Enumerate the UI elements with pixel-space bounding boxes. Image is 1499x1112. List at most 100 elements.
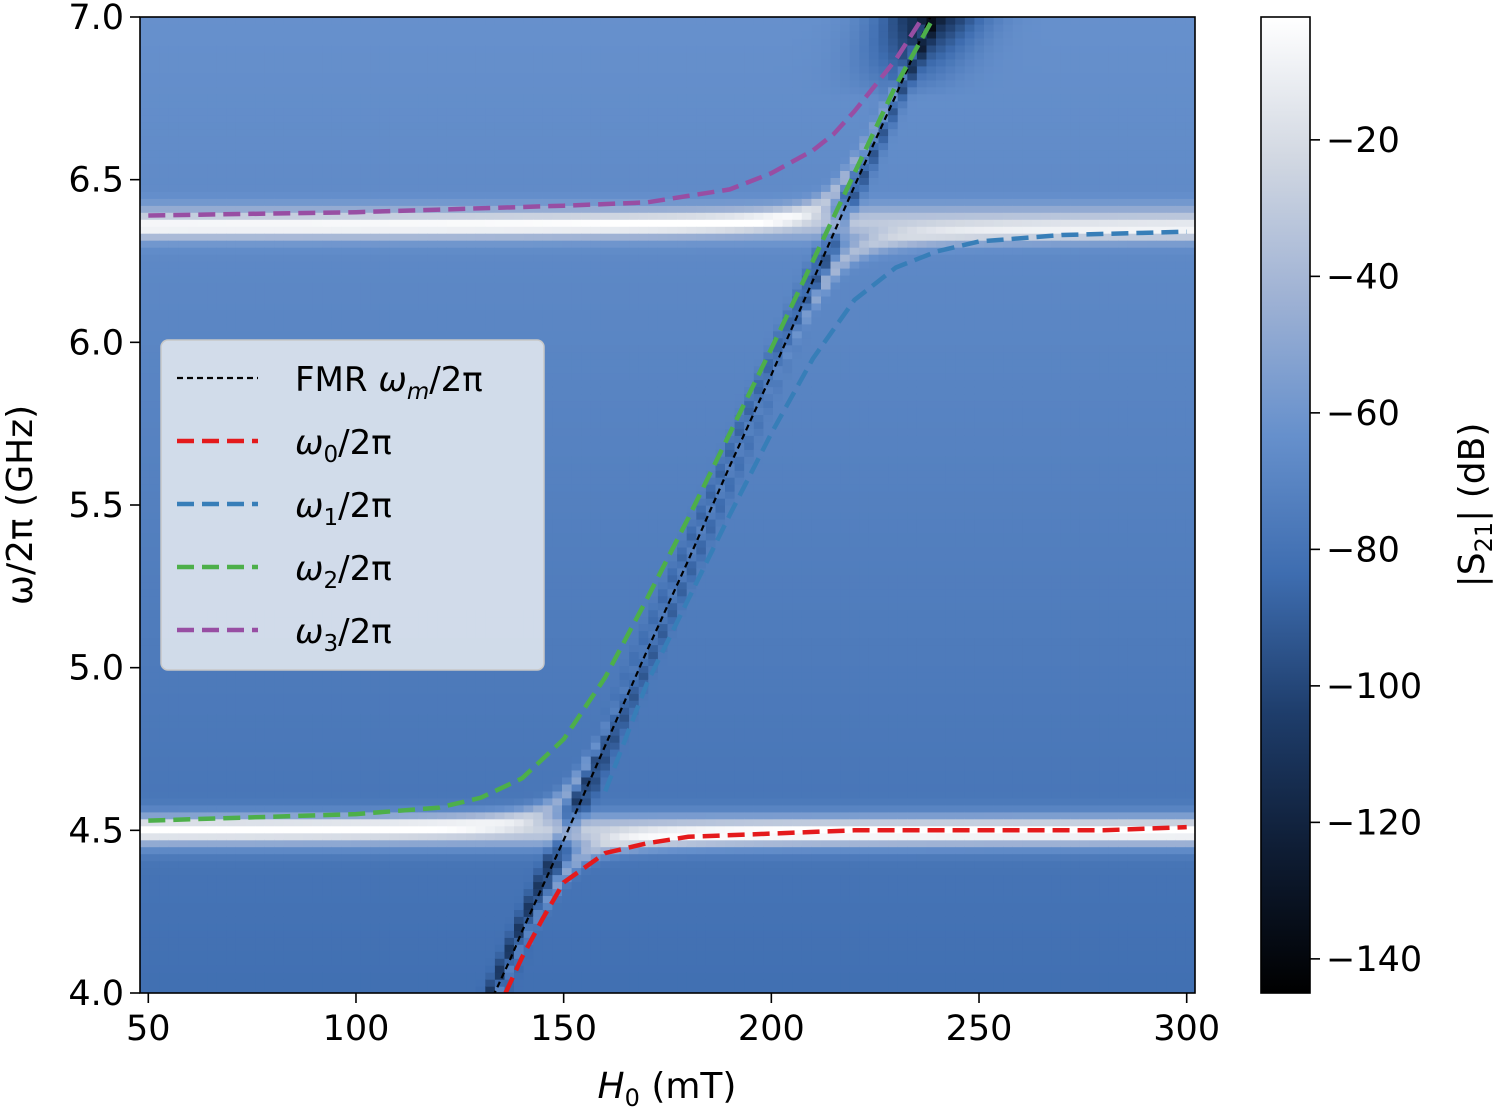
heatmap-cell [216, 240, 227, 248]
heatmap-cell [140, 839, 151, 848]
heatmap-cell [216, 686, 227, 694]
heatmap-cell [427, 149, 438, 158]
heatmap-cell [168, 86, 179, 95]
heatmap-cell [245, 121, 256, 130]
heatmap-cell [197, 958, 208, 966]
heatmap-cell [466, 128, 477, 137]
heatmap-cell [197, 742, 208, 750]
heatmap-cell [283, 958, 295, 966]
heatmap-cell [466, 860, 477, 869]
heatmap-cell [293, 170, 304, 178]
heatmap-cell [399, 198, 410, 206]
heatmap-cell [207, 198, 218, 206]
heatmap-cell [293, 742, 304, 750]
heatmap-cell [303, 700, 314, 708]
heatmap-cell [322, 769, 333, 778]
heatmap-cell [140, 477, 151, 485]
heatmap-cell [370, 797, 381, 806]
heatmap-cell [370, 867, 381, 876]
heatmap-cell [207, 323, 218, 332]
heatmap-cell [140, 191, 151, 199]
heatmap-cell [168, 721, 179, 729]
heatmap-cell [255, 846, 266, 855]
heatmap-cell [418, 749, 429, 757]
heatmap-cell [245, 839, 256, 848]
heatmap-cell [331, 762, 342, 771]
heatmap-cell [389, 79, 400, 88]
heatmap-cell [226, 177, 237, 185]
heatmap-cell [283, 762, 295, 771]
heatmap-cell [168, 254, 179, 262]
heatmap-cell [331, 302, 342, 311]
heatmap-cell [283, 170, 295, 178]
heatmap-cell [331, 142, 342, 151]
heatmap-cell [399, 30, 410, 39]
heatmap-cell [188, 254, 199, 262]
heatmap-cell [207, 693, 218, 701]
heatmap-cell [149, 839, 160, 848]
heatmap-cell [235, 37, 247, 46]
heatmap-cell [341, 274, 352, 283]
heatmap-cell [159, 679, 170, 687]
heatmap-cell [303, 51, 314, 60]
heatmap-cell [207, 895, 218, 903]
heatmap-cell [168, 121, 179, 130]
heatmap-cell [255, 72, 266, 81]
heatmap-cell [418, 923, 429, 931]
heatmap-cell [389, 867, 400, 876]
heatmap-cell [418, 86, 429, 95]
heatmap-cell [331, 790, 342, 799]
heatmap-cell [446, 86, 458, 95]
heatmap-cell [446, 909, 458, 917]
heatmap-cell [149, 240, 160, 248]
heatmap-cell [351, 198, 362, 206]
heatmap-cell [283, 135, 295, 144]
heatmap-cell [140, 567, 151, 576]
heatmap-cell [264, 93, 275, 102]
heatmap-cell [216, 853, 227, 862]
heatmap-cell [274, 281, 285, 290]
heatmap-cell [351, 93, 362, 102]
heatmap-cell [140, 874, 151, 883]
heatmap-cell [437, 909, 448, 917]
heatmap-cell [331, 846, 342, 855]
heatmap-cell [418, 163, 429, 171]
heatmap-cell [322, 853, 333, 862]
heatmap-cell [140, 644, 151, 652]
heatmap-cell [303, 184, 314, 192]
heatmap-cell [274, 972, 285, 980]
heatmap-cell [178, 44, 189, 53]
heatmap-cell [188, 121, 199, 130]
heatmap-cell [140, 846, 151, 855]
heatmap-cell [351, 804, 362, 813]
heatmap-cell [379, 79, 390, 88]
heatmap-cell [235, 281, 247, 290]
heatmap-cell [331, 281, 342, 290]
heatmap-cell [370, 909, 381, 917]
heatmap-cell [446, 17, 458, 25]
heatmap-cell [140, 170, 151, 178]
heatmap-cell [283, 233, 295, 241]
heatmap-cell [178, 240, 189, 248]
heatmap-cell [274, 853, 285, 862]
heatmap-cell [159, 177, 170, 185]
heatmap-cell [293, 776, 304, 785]
heatmap-cell [351, 707, 362, 715]
heatmap-cell [149, 707, 160, 715]
heatmap-cell [389, 156, 400, 164]
heatmap-cell [446, 881, 458, 890]
heatmap-cell [255, 714, 266, 722]
heatmap-cell [475, 916, 486, 924]
heatmap-cell [178, 762, 189, 771]
heatmap-cell [427, 233, 438, 241]
heatmap-cell [456, 832, 467, 841]
heatmap-cell [264, 902, 275, 910]
heatmap-cell [140, 184, 151, 192]
heatmap-cell [255, 233, 266, 241]
heatmap-cell [312, 198, 323, 206]
heatmap-cell [370, 121, 381, 130]
heatmap-cell [264, 149, 275, 158]
heatmap-cell [379, 268, 390, 276]
heatmap-cell [226, 30, 237, 39]
heatmap-cell [264, 721, 275, 729]
